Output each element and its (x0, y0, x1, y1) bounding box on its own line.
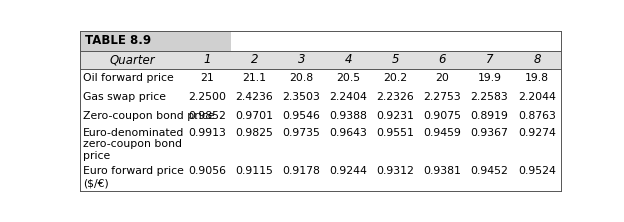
Text: 2.2753: 2.2753 (424, 92, 461, 102)
Bar (80, 31, 231, 51)
Text: 0.9274: 0.9274 (518, 128, 556, 138)
Text: 0.9075: 0.9075 (424, 111, 462, 121)
Text: 0.8763: 0.8763 (518, 111, 556, 121)
Text: TABLE 8.9: TABLE 8.9 (85, 34, 152, 47)
Text: Oil forward price: Oil forward price (84, 73, 174, 83)
Text: 0.9056: 0.9056 (188, 166, 226, 176)
Text: 0.9735: 0.9735 (283, 128, 320, 138)
Bar (80, 126, 560, 163)
Text: 0.9452: 0.9452 (470, 166, 509, 176)
Text: zero-coupon bond: zero-coupon bond (84, 139, 182, 149)
Text: 0.9524: 0.9524 (518, 166, 556, 176)
Text: 1: 1 (203, 53, 211, 66)
Bar (80, 88, 560, 107)
Text: 0.9367: 0.9367 (470, 128, 509, 138)
Text: 2.2326: 2.2326 (376, 92, 414, 102)
Text: 2: 2 (250, 53, 258, 66)
Text: 0.9231: 0.9231 (376, 111, 414, 121)
Text: 2.2583: 2.2583 (470, 92, 509, 102)
Text: 5: 5 (392, 53, 399, 66)
Text: 4: 4 (344, 53, 352, 66)
Text: 0.8919: 0.8919 (470, 111, 509, 121)
Text: 21.1: 21.1 (242, 73, 266, 83)
Text: 0.9312: 0.9312 (376, 166, 414, 176)
Text: 0.9643: 0.9643 (329, 128, 368, 138)
Text: 0.9178: 0.9178 (283, 166, 320, 176)
Text: Quarter: Quarter (109, 53, 155, 66)
Bar (80, 107, 560, 126)
Text: 0.9115: 0.9115 (235, 166, 273, 176)
Text: 2.2044: 2.2044 (518, 92, 556, 102)
Text: 0.9852: 0.9852 (188, 111, 226, 121)
Text: 20: 20 (436, 73, 449, 83)
Text: 0.9388: 0.9388 (329, 111, 368, 121)
Text: 0.9459: 0.9459 (424, 128, 461, 138)
Text: 19.8: 19.8 (525, 73, 549, 83)
Text: 2.4236: 2.4236 (235, 92, 273, 102)
Text: price: price (84, 151, 110, 161)
Text: Euro-denominated: Euro-denominated (84, 128, 185, 138)
Text: ($/€): ($/€) (84, 178, 109, 188)
Text: 0.9546: 0.9546 (283, 111, 320, 121)
Text: 20.5: 20.5 (336, 73, 361, 83)
Text: 0.9551: 0.9551 (376, 128, 414, 138)
Text: 2.3503: 2.3503 (283, 92, 320, 102)
Text: 3: 3 (298, 53, 305, 66)
Bar (80, 69, 560, 88)
Text: 0.9381: 0.9381 (424, 166, 461, 176)
Text: 7: 7 (486, 53, 494, 66)
Text: 2.2404: 2.2404 (329, 92, 368, 102)
Text: 0.9701: 0.9701 (235, 111, 273, 121)
Text: 19.9: 19.9 (477, 73, 502, 83)
Text: 6: 6 (439, 53, 446, 66)
Text: 2.2500: 2.2500 (188, 92, 226, 102)
Text: Gas swap price: Gas swap price (84, 92, 167, 102)
Text: Euro forward price: Euro forward price (84, 166, 184, 176)
Text: 0.9825: 0.9825 (235, 128, 273, 138)
Text: 8: 8 (533, 53, 540, 66)
Bar (80, 51, 560, 69)
Text: 20.2: 20.2 (383, 73, 407, 83)
Text: 20.8: 20.8 (290, 73, 313, 83)
Text: 21: 21 (200, 73, 214, 83)
Text: Zero-coupon bond price: Zero-coupon bond price (84, 111, 215, 121)
Text: 0.9913: 0.9913 (188, 128, 226, 138)
Text: 0.9244: 0.9244 (329, 166, 368, 176)
Bar (80, 163, 560, 191)
